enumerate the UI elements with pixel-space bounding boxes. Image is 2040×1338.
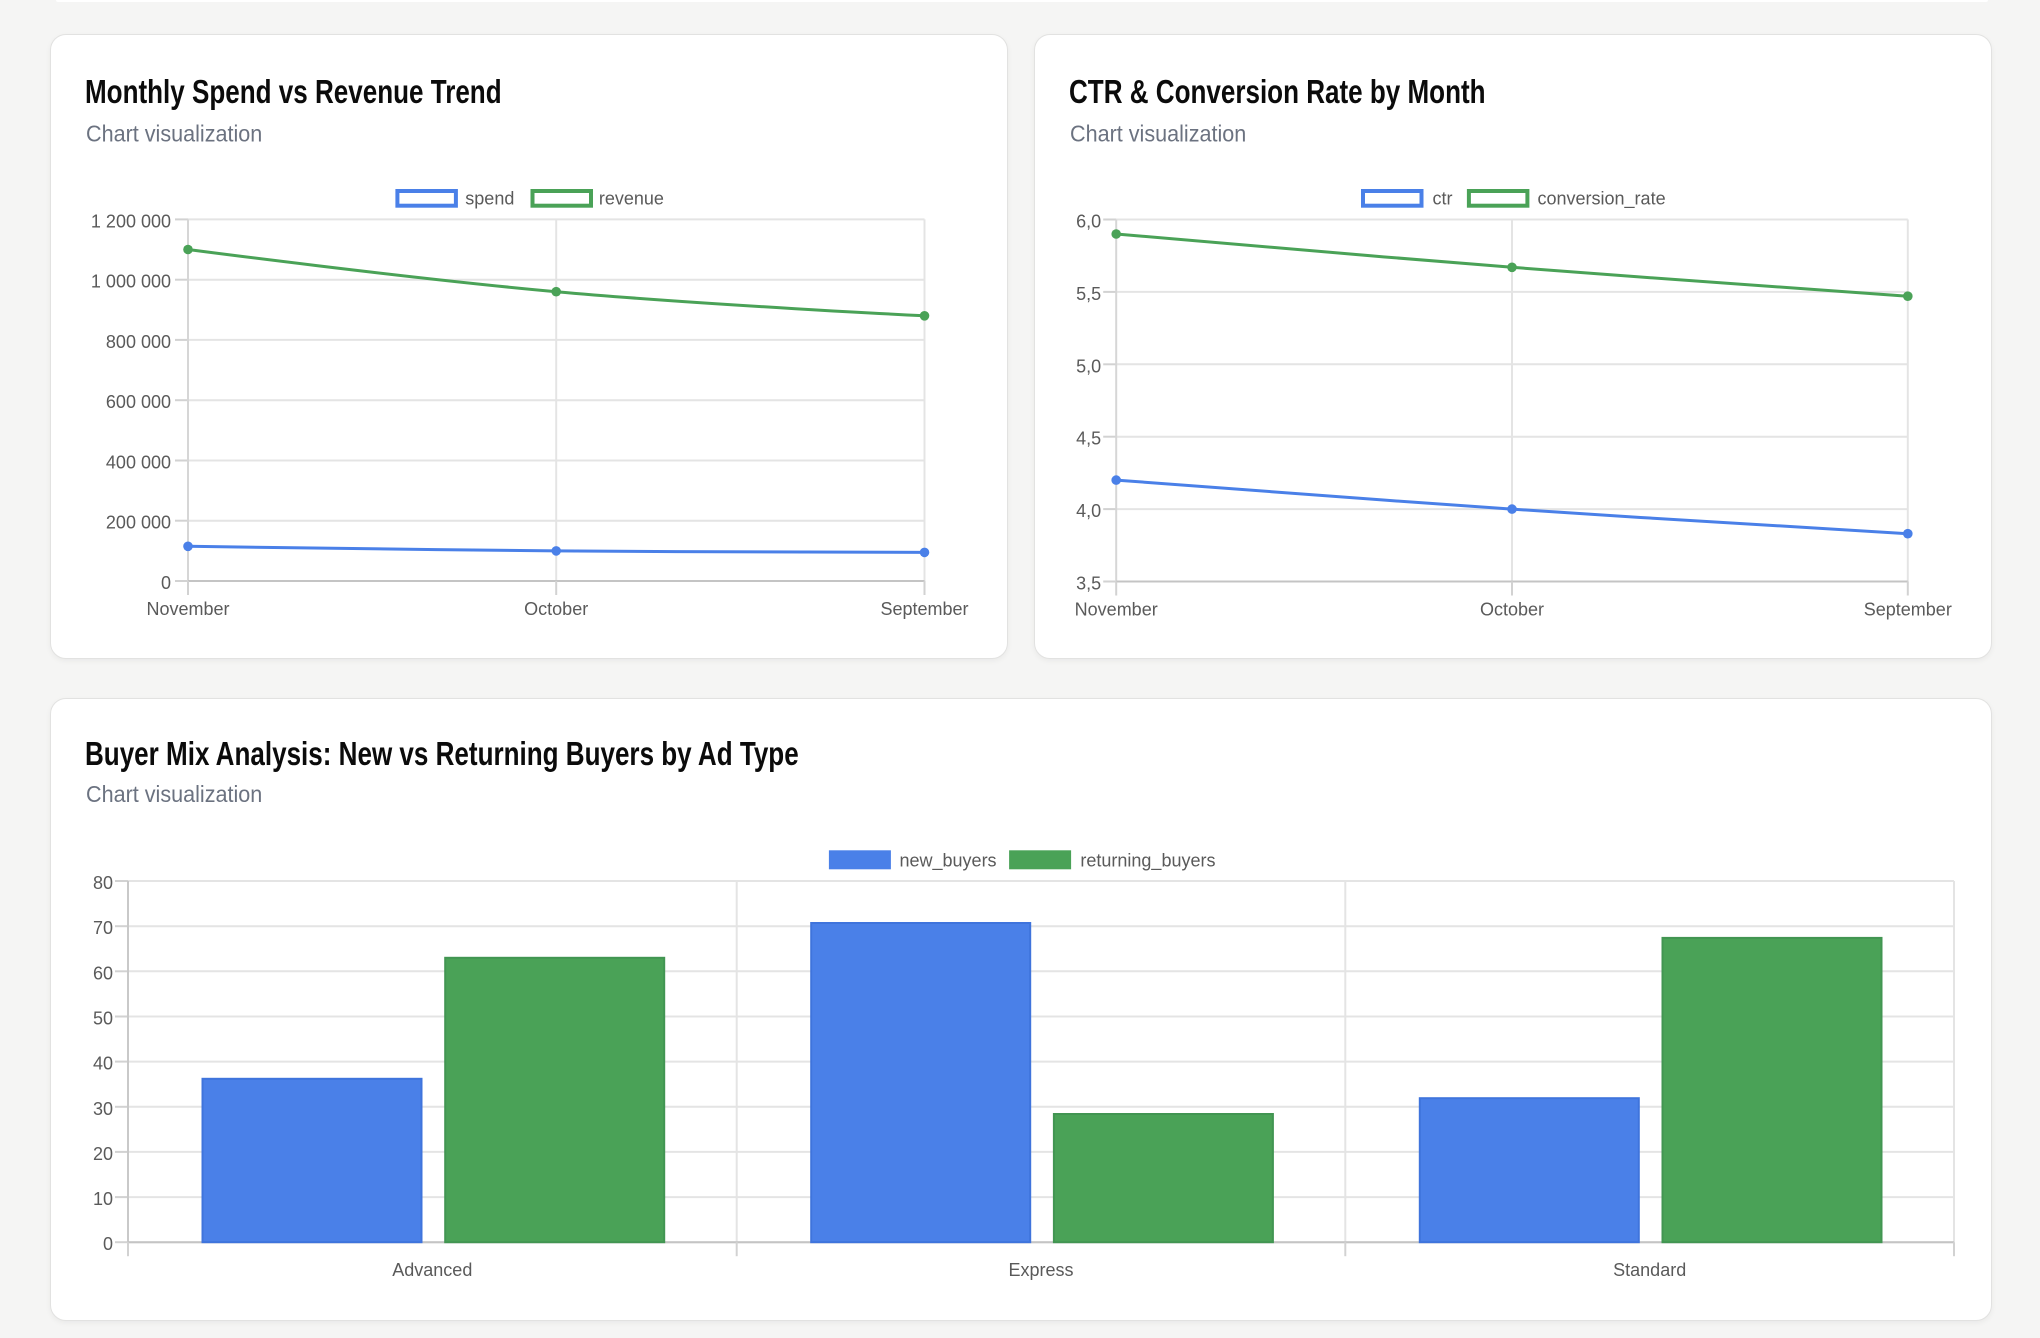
svg-text:Advanced: Advanced [392,1260,472,1280]
svg-text:6,0: 6,0 [1076,212,1101,232]
svg-text:September: September [1864,600,1952,620]
svg-text:10: 10 [93,1189,113,1209]
svg-text:4,5: 4,5 [1076,429,1101,449]
svg-text:Express: Express [1008,1260,1073,1280]
svg-text:800 000: 800 000 [106,332,171,352]
svg-text:80: 80 [93,873,113,893]
svg-text:Monthly Spend vs Revenue Trend: Monthly Spend vs Revenue Trend [85,74,502,111]
svg-text:ctr: ctr [1433,189,1453,209]
svg-text:600 000: 600 000 [106,392,171,412]
svg-text:September: September [880,599,968,619]
svg-text:40: 40 [93,1054,113,1074]
svg-text:20: 20 [93,1144,113,1164]
svg-text:200 000: 200 000 [106,513,171,533]
svg-text:returning_buyers: returning_buyers [1080,850,1215,871]
svg-text:5,0: 5,0 [1076,356,1101,376]
svg-text:60: 60 [93,963,113,983]
svg-text:5,5: 5,5 [1076,284,1101,304]
svg-text:November: November [1075,600,1158,620]
svg-text:1 000 000: 1 000 000 [91,272,171,292]
svg-text:October: October [1480,600,1544,620]
svg-text:0: 0 [161,573,171,593]
svg-text:70: 70 [93,918,113,938]
svg-text:1 200 000: 1 200 000 [91,211,171,231]
svg-text:4,0: 4,0 [1076,501,1101,521]
svg-text:400 000: 400 000 [106,453,171,473]
svg-text:50: 50 [93,1009,113,1029]
svg-text:spend: spend [465,189,514,209]
svg-text:30: 30 [93,1099,113,1119]
svg-text:new_buyers: new_buyers [900,850,997,871]
svg-text:October: October [524,599,588,619]
svg-text:Chart visualization: Chart visualization [1070,121,1246,147]
svg-text:Chart visualization: Chart visualization [86,121,262,147]
svg-text:Buyer Mix Analysis: New vs Ret: Buyer Mix Analysis: New vs Returning Buy… [85,736,799,773]
svg-text:CTR & Conversion Rate by Month: CTR & Conversion Rate by Month [1069,74,1486,111]
svg-text:November: November [146,599,229,619]
svg-text:0: 0 [103,1234,113,1254]
svg-text:Standard: Standard [1613,1260,1686,1280]
svg-text:3,5: 3,5 [1076,574,1101,594]
svg-text:conversion_rate: conversion_rate [1538,189,1666,210]
svg-text:Chart visualization: Chart visualization [86,781,262,807]
svg-text:revenue: revenue [599,189,664,209]
